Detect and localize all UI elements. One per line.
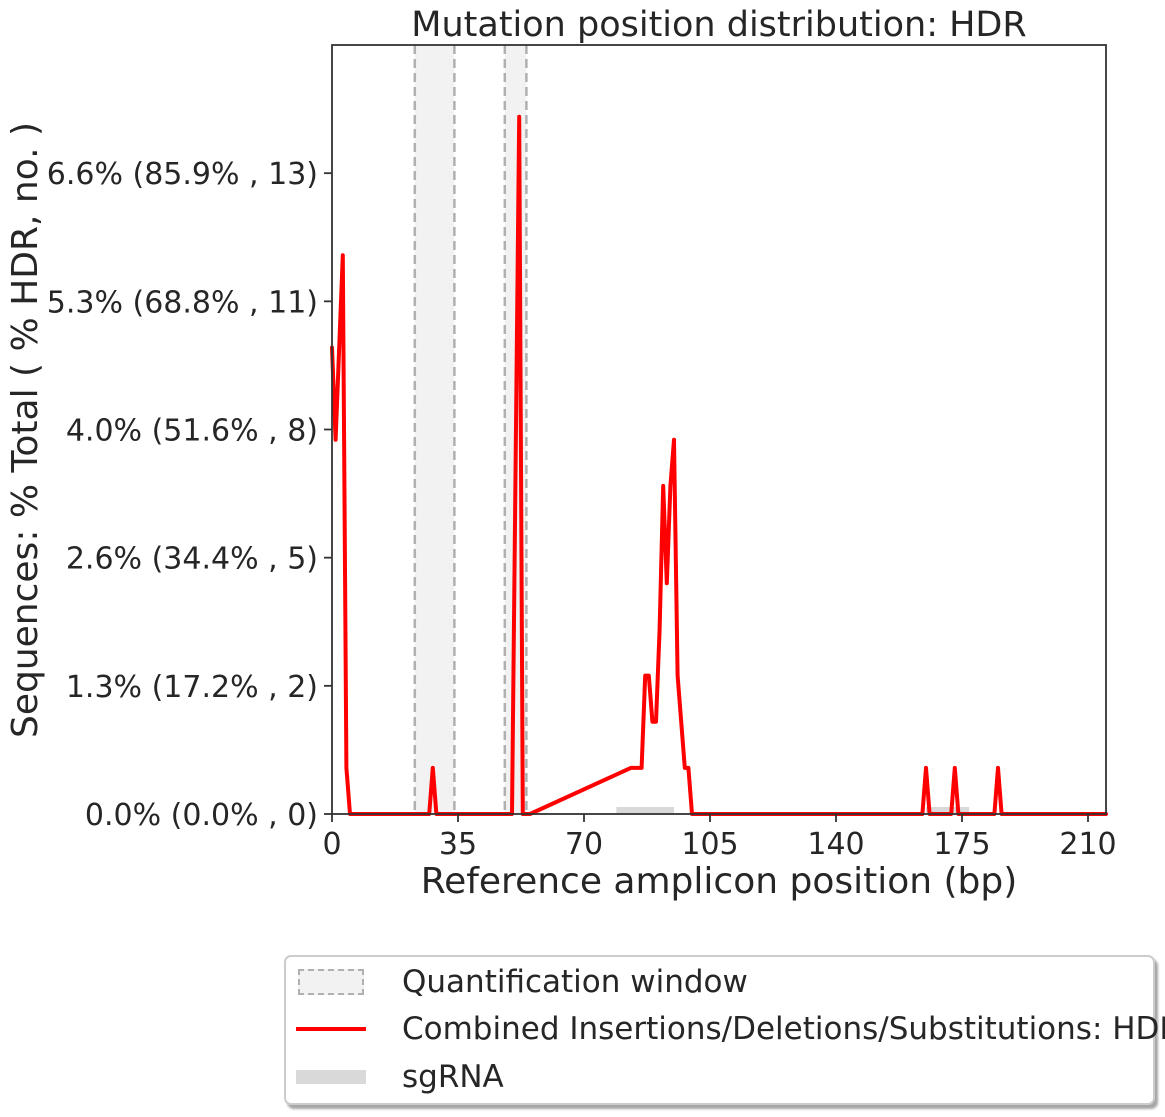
sgrna-bar-0: [616, 807, 674, 814]
y-tick-label: 5.3% (68.8% , 11): [47, 285, 318, 320]
y-axis-ticks: 0.0% (0.0% , 0) 1.3% (17.2% , 2) 2.6% (34.…: [47, 157, 332, 833]
sgrna-bar-1: [926, 807, 970, 814]
x-tick-label: 105: [681, 827, 738, 862]
chart-canvas: 0 35 70 105 140 175 210 0.0% (0.0% , 0) 1.3% (1…: [5, 5, 1117, 902]
legend-label-quantification-window: Quantification window: [402, 964, 748, 1000]
x-axis-ticks: 0 35 70 105 140 175 210: [322, 814, 1117, 862]
legend: Quantification window Combined Insertion…: [284, 955, 1165, 1105]
x-tick-label: 35: [439, 827, 477, 862]
legend-label-hdr-series: Combined Insertions/Deletions/Substituti…: [402, 1011, 1165, 1047]
legend-swatch-sgrna: [296, 1062, 366, 1092]
y-tick-label: 1.3% (17.2% , 2): [66, 670, 318, 705]
x-tick-label: 70: [565, 827, 603, 862]
legend-swatch-quantification-window: [296, 967, 366, 997]
legend-swatch-hdr-series: [296, 1014, 366, 1044]
y-tick-label: 6.6% (85.9% , 13): [47, 157, 318, 192]
quantification-window-0: [414, 45, 455, 814]
legend-label-sgrna: sgRNA: [402, 1059, 504, 1095]
legend-item-quantification-window: Quantification window: [296, 962, 748, 1002]
y-tick-label: 0.0% (0.0% , 0): [85, 798, 318, 833]
x-tick-label: 175: [933, 827, 990, 862]
sgrna-layer: [616, 807, 970, 814]
chart-title: Mutation position distribution: HDR: [411, 5, 1026, 45]
y-tick-label: 2.6% (34.4% , 5): [66, 542, 318, 577]
x-tick-label: 0: [322, 827, 341, 862]
quantification-window-layer: [413, 45, 528, 814]
x-tick-label: 210: [1059, 827, 1116, 862]
x-tick-label: 140: [807, 827, 864, 862]
y-axis-title: Sequences: % Total ( % HDR, no. ): [5, 122, 46, 738]
legend-item-sgrna: sgRNA: [296, 1057, 504, 1097]
y-tick-label: 4.0% (51.6% , 8): [66, 414, 318, 449]
x-axis-title: Reference amplicon position (bp): [421, 861, 1018, 902]
legend-item-hdr-series: Combined Insertions/Deletions/Substituti…: [296, 1009, 1165, 1049]
